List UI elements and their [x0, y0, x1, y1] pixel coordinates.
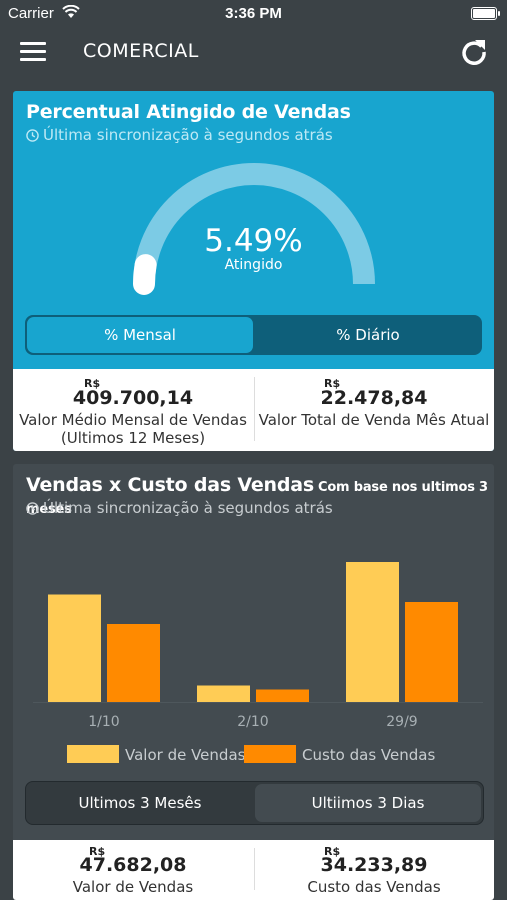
- stat-month-total: R$ 22.478,84 Valor Total de Venda Mês At…: [254, 369, 494, 451]
- wifi-icon: [62, 5, 80, 18]
- sync-text: Última sincronização à segundos atrás: [43, 126, 333, 144]
- divider: [254, 377, 255, 441]
- bar-vendas-2: [346, 562, 399, 702]
- stat-caption: Valor Médio Mensal de Vendas (Ultimos 12…: [19, 411, 247, 447]
- sync-text: Última sincronização à segundos atrás: [43, 499, 333, 517]
- bar-custo-0: [107, 624, 160, 702]
- gauge-label: Atingido: [224, 257, 283, 273]
- legend-swatch: [244, 745, 296, 763]
- nav-bar: COMERCIAL: [0, 28, 507, 76]
- legend-label: Custo das Vendas: [302, 746, 435, 764]
- bar-vendas-1: [197, 685, 250, 702]
- tab-last-3-days[interactable]: Ultiimos 3 Dias: [255, 784, 481, 822]
- sales-cost-bar-chart: 1/10 2/10 29/9 Valor de Vendas Custo das Ven…: [33, 562, 483, 764]
- sales-gauge: [132, 163, 375, 295]
- stat-amount: 409.700,14: [72, 387, 194, 409]
- sales-target-card: Percentual Atingido de Vendas Última sin…: [13, 91, 494, 451]
- tab-mensal[interactable]: % Mensal: [27, 317, 253, 353]
- currency-label: R$: [324, 845, 341, 858]
- x-tick-label: 2/10: [237, 714, 268, 730]
- stat-avg-monthly: R$ 409.700,14 Valor Médio Mensal de Vend…: [13, 369, 253, 451]
- cost-card-title: Vendas x Custo das Vendas Com base nos ul…: [26, 474, 494, 518]
- clock-time: 3:36 PM: [225, 5, 282, 22]
- bar-custo-2: [405, 602, 458, 702]
- x-tick-label: 1/10: [88, 714, 119, 730]
- stat-amount: 47.682,08: [79, 854, 187, 876]
- cost-card-subtitle: Com base nos ultimos 3 meses: [26, 480, 488, 517]
- stat-amount: 34.233,89: [320, 854, 428, 876]
- divider: [254, 848, 255, 890]
- period-toggle: % Mensal % Diário: [25, 315, 482, 355]
- gauge-fill: [132, 254, 157, 295]
- currency-label: R$: [324, 377, 341, 390]
- stat-caption: Custo das Vendas: [307, 878, 441, 896]
- bar-vendas-0: [48, 594, 101, 702]
- battery-icon: [471, 7, 500, 20]
- tab-diario[interactable]: % Diário: [336, 326, 400, 344]
- tab-last-3-months[interactable]: Ultimos 3 Mesês: [78, 794, 202, 812]
- x-tick-label: 29/9: [386, 714, 417, 730]
- carrier-label: Carrier: [8, 5, 54, 22]
- sync-status: Última sincronização à segundos atrás: [26, 499, 333, 517]
- currency-label: R$: [89, 845, 106, 858]
- currency-label: R$: [84, 377, 101, 390]
- clock-icon: [26, 501, 39, 515]
- range-toggle: Ultimos 3 Mesês Ultiimos 3 Dias: [25, 781, 484, 825]
- menu-icon[interactable]: [20, 42, 46, 62]
- sales-stats: R$ 409.700,14 Valor Médio Mensal de Vend…: [13, 369, 494, 451]
- sync-status: Última sincronização à segundos atrás: [26, 126, 333, 144]
- sales-vs-cost-card: Vendas x Custo das Vendas Com base nos ul…: [13, 464, 494, 900]
- clock-icon: [26, 128, 39, 142]
- legend-label: Valor de Vendas: [125, 746, 246, 764]
- page-title: COMERCIAL: [83, 40, 199, 62]
- bar-custo-1: [256, 689, 309, 702]
- stat-sales-cost: R$ 34.233,89 Custo das Vendas: [254, 840, 494, 900]
- stat-caption: Valor Total de Venda Mês Atual: [258, 411, 490, 429]
- refresh-icon[interactable]: [459, 37, 489, 67]
- stat-caption: Valor de Vendas: [72, 878, 194, 896]
- gauge-percent: 5.49%: [204, 223, 303, 259]
- status-bar: Carrier 3:36 PM: [0, 0, 507, 28]
- sales-card-title: Percentual Atingido de Vendas: [26, 101, 351, 123]
- stat-sales-value: R$ 47.682,08 Valor de Vendas: [13, 840, 253, 900]
- stat-amount: 22.478,84: [320, 387, 428, 409]
- cost-card-title-text: Vendas x Custo das Vendas: [26, 474, 314, 496]
- cost-stats: R$ 47.682,08 Valor de Vendas R$ 34.233,8…: [13, 840, 494, 900]
- gauge-track: [133, 163, 375, 285]
- legend-swatch: [67, 745, 119, 763]
